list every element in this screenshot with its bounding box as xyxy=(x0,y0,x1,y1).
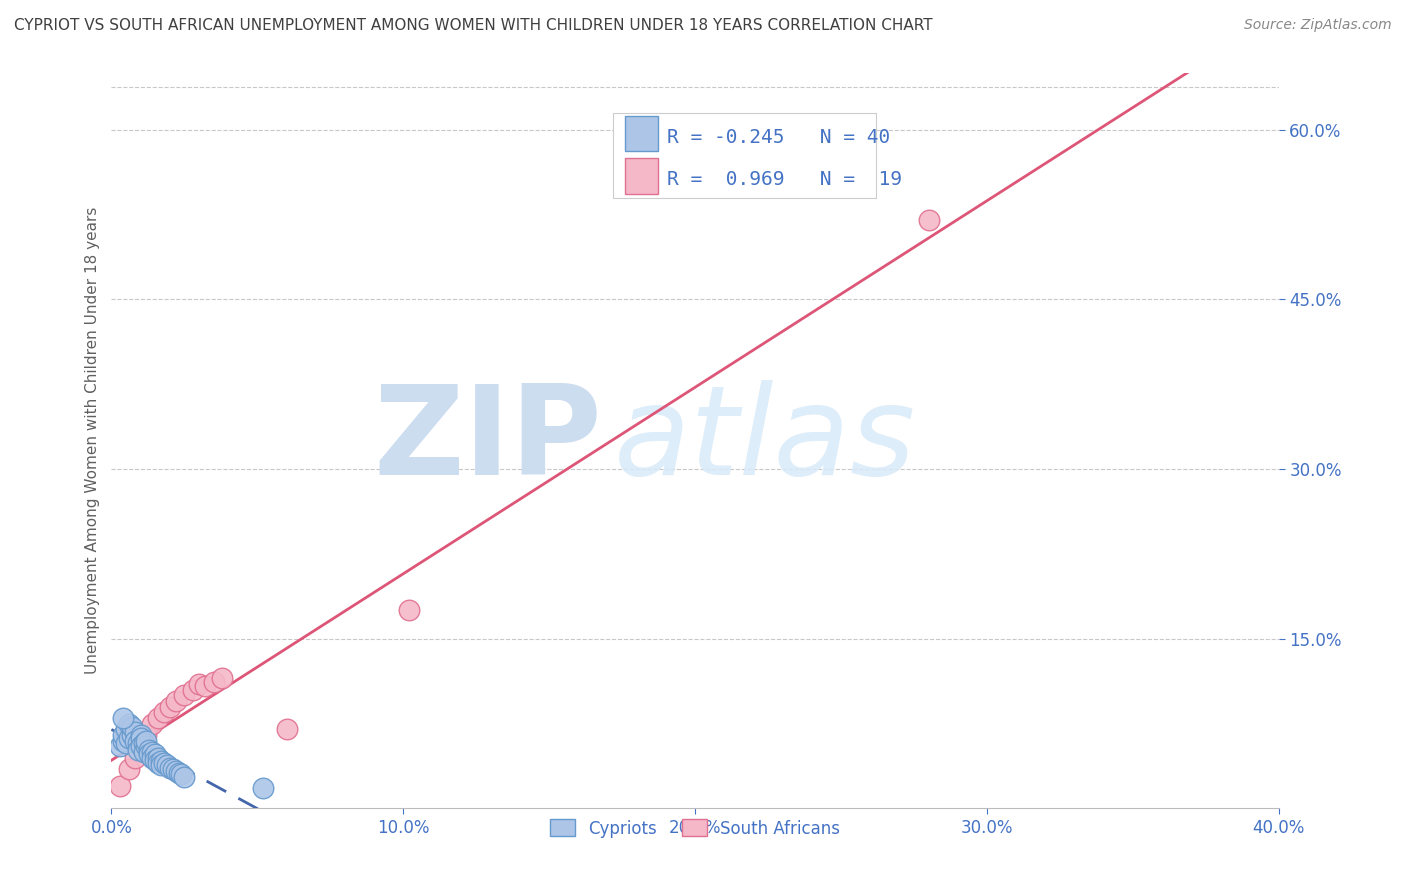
Point xyxy=(143,747,166,761)
Text: Source: ZipAtlas.com: Source: ZipAtlas.com xyxy=(1244,18,1392,32)
Point xyxy=(165,694,187,708)
Point xyxy=(112,733,135,747)
Point xyxy=(115,723,138,737)
Point xyxy=(159,699,181,714)
Text: CYPRIOT VS SOUTH AFRICAN UNEMPLOYMENT AMONG WOMEN WITH CHILDREN UNDER 18 YEARS C: CYPRIOT VS SOUTH AFRICAN UNEMPLOYMENT AM… xyxy=(14,18,932,33)
Point xyxy=(124,750,146,764)
Point xyxy=(124,733,146,747)
Point xyxy=(118,716,141,731)
Point xyxy=(162,762,184,776)
Point xyxy=(156,758,179,772)
Point xyxy=(112,728,135,742)
Point xyxy=(173,688,195,702)
Point xyxy=(127,742,149,756)
Point xyxy=(135,733,157,747)
Point xyxy=(159,761,181,775)
Point xyxy=(124,724,146,739)
Text: atlas: atlas xyxy=(613,380,915,501)
Point xyxy=(917,213,939,227)
Point xyxy=(165,764,187,778)
Point xyxy=(108,779,131,793)
Point xyxy=(170,767,193,781)
Y-axis label: Unemployment Among Women with Children Under 18 years: Unemployment Among Women with Children U… xyxy=(86,207,100,674)
Point xyxy=(188,677,211,691)
Point xyxy=(146,750,169,764)
Point xyxy=(121,728,143,742)
Point xyxy=(138,742,160,756)
Point xyxy=(202,674,225,689)
FancyBboxPatch shape xyxy=(626,116,658,152)
Point xyxy=(194,679,217,693)
Point xyxy=(398,603,420,617)
Point xyxy=(118,731,141,746)
Point xyxy=(135,728,157,742)
Point xyxy=(141,750,163,764)
Point xyxy=(173,770,195,784)
Point xyxy=(115,736,138,750)
Point xyxy=(138,747,160,761)
Text: R = -0.245   N = 40: R = -0.245 N = 40 xyxy=(666,128,890,146)
Point xyxy=(153,756,176,771)
Point xyxy=(146,711,169,725)
FancyBboxPatch shape xyxy=(626,158,658,194)
Point xyxy=(141,745,163,759)
Point xyxy=(127,736,149,750)
Point xyxy=(129,739,152,754)
Point xyxy=(121,720,143,734)
Legend: Cypriots, South Africans: Cypriots, South Africans xyxy=(543,813,846,844)
Point xyxy=(181,682,204,697)
Point xyxy=(141,716,163,731)
Point xyxy=(129,739,152,754)
Point xyxy=(108,739,131,754)
Point xyxy=(129,731,152,746)
Point xyxy=(118,762,141,776)
Point xyxy=(211,671,233,685)
Text: R =  0.969   N =  19: R = 0.969 N = 19 xyxy=(666,169,903,189)
Point xyxy=(132,745,155,759)
Point xyxy=(132,736,155,750)
Point xyxy=(135,739,157,754)
Point xyxy=(167,766,190,780)
Point xyxy=(146,756,169,771)
Point xyxy=(252,780,274,795)
Point xyxy=(112,711,135,725)
Point xyxy=(143,753,166,767)
Point xyxy=(150,758,173,772)
Point xyxy=(150,754,173,768)
Text: ZIP: ZIP xyxy=(373,380,602,501)
Point xyxy=(276,723,298,737)
FancyBboxPatch shape xyxy=(613,113,876,198)
Point xyxy=(153,706,176,720)
Point xyxy=(129,728,152,742)
